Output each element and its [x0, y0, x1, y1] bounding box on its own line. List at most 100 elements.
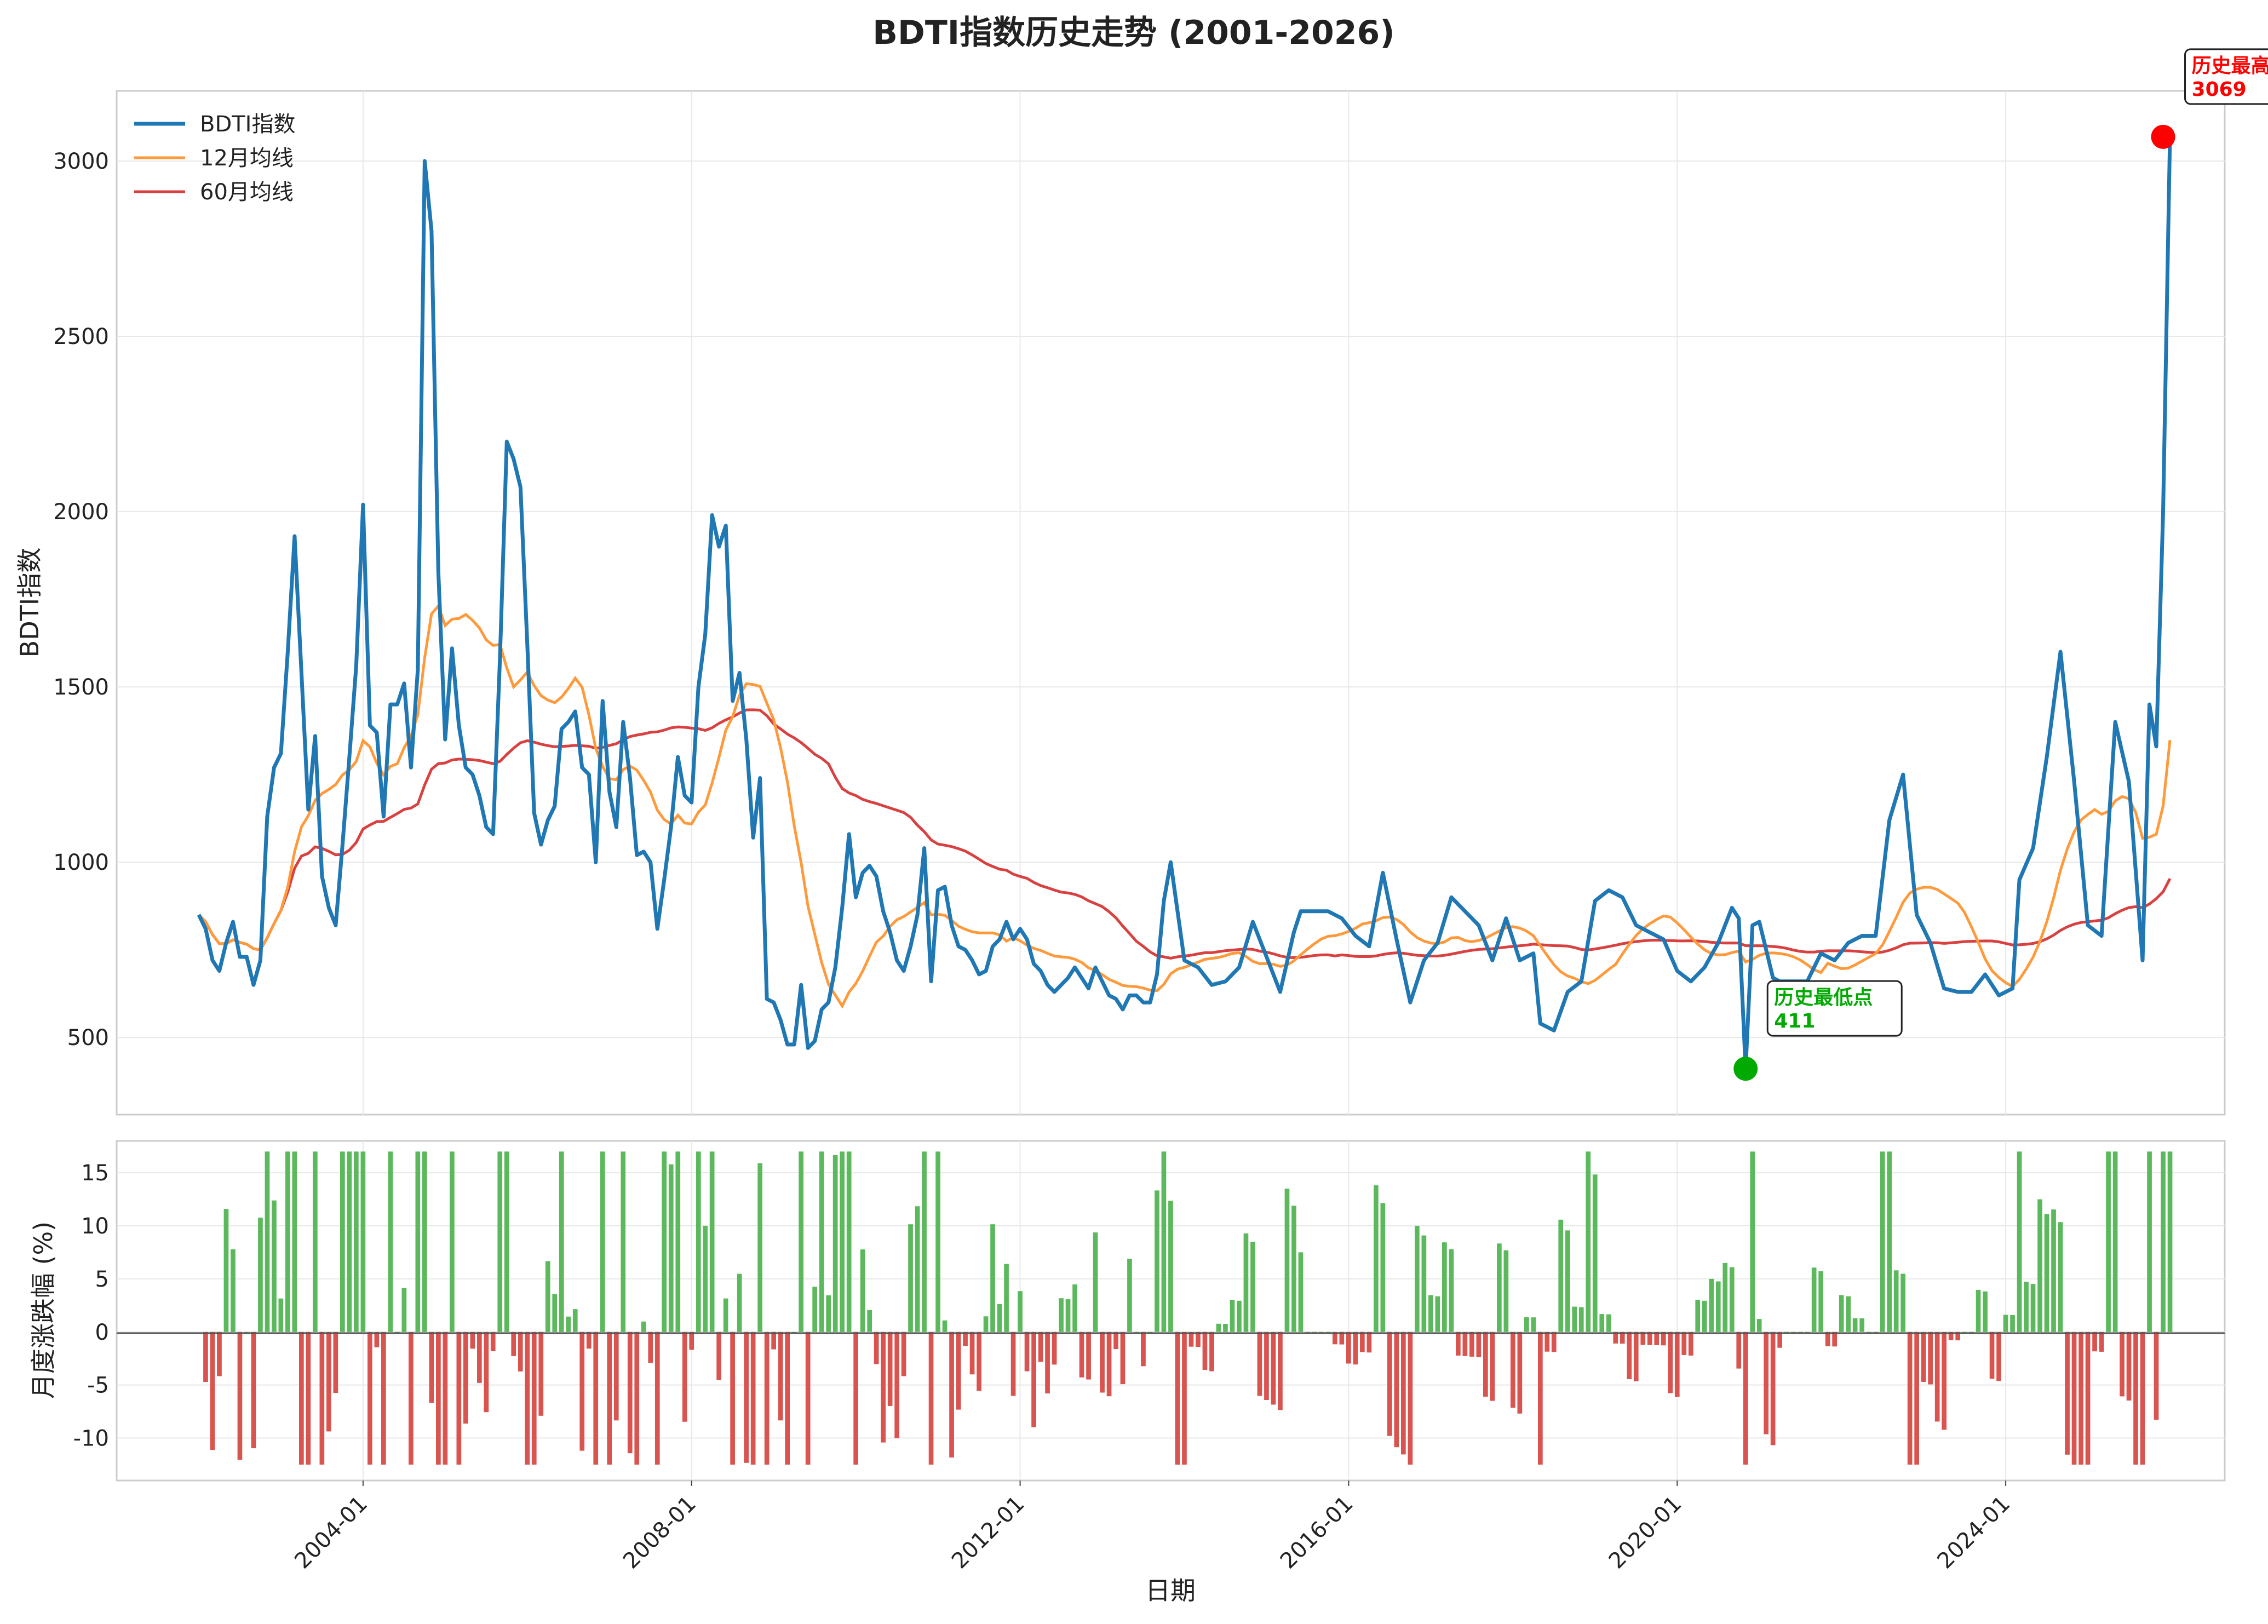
change-bar	[1257, 1332, 1262, 1396]
change-bar	[1900, 1273, 1905, 1332]
change-bar	[1093, 1232, 1098, 1332]
change-bar	[1572, 1306, 1577, 1332]
change-bar	[326, 1332, 331, 1432]
change-bar	[757, 1163, 762, 1332]
y-tick-label: 2000	[53, 500, 109, 525]
change-bar	[2010, 1315, 2015, 1332]
change-bar	[1497, 1243, 1502, 1332]
change-bar	[1374, 1185, 1379, 1332]
change-bar	[258, 1218, 263, 1332]
change-bar	[244, 1332, 249, 1333]
change-bar	[1544, 1332, 1550, 1352]
change-bar	[429, 1332, 434, 1403]
change-bar	[1517, 1332, 1523, 1414]
y-tick-label: 1000	[53, 850, 109, 875]
change-bar	[2078, 1332, 2083, 1465]
change-bar	[1969, 1332, 1974, 1333]
change-bar	[2065, 1332, 2070, 1455]
change-bar	[319, 1332, 325, 1465]
y-tick-label: 2500	[53, 324, 109, 349]
change-bar	[1100, 1332, 1105, 1393]
change-bar	[210, 1332, 215, 1450]
change-bar	[1161, 1151, 1167, 1332]
change-bar	[2092, 1332, 2097, 1352]
change-bar	[1462, 1332, 1468, 1356]
change-bar	[1715, 1281, 1721, 1332]
change-bar	[285, 1151, 290, 1332]
change-bar	[2154, 1332, 2159, 1420]
annotation-value: 3069	[2192, 78, 2247, 101]
change-bar	[2003, 1315, 2008, 1332]
change-bar	[969, 1332, 975, 1375]
change-bar	[278, 1298, 284, 1332]
change-bar	[799, 1151, 803, 1332]
change-bar	[668, 1164, 674, 1332]
change-bar	[1606, 1314, 1611, 1332]
change-bar	[922, 1151, 927, 1332]
change-bar	[1627, 1332, 1632, 1379]
change-bar	[785, 1332, 790, 1465]
change-bar	[1120, 1332, 1126, 1385]
change-bar	[217, 1332, 222, 1376]
change-bar	[1558, 1219, 1564, 1332]
change-bar	[1127, 1259, 1132, 1332]
change-bar	[1805, 1332, 1810, 1333]
change-bar	[525, 1332, 530, 1465]
change-bar	[1155, 1190, 1159, 1332]
change-bar	[1818, 1271, 1823, 1332]
change-bar	[354, 1151, 359, 1332]
change-bar	[826, 1295, 831, 1332]
max-point-marker	[2151, 124, 2175, 149]
change-bar	[1668, 1332, 1673, 1393]
change-bar	[1688, 1332, 1693, 1356]
change-bar	[2120, 1332, 2125, 1397]
change-bar	[1948, 1332, 1954, 1340]
change-bar	[654, 1332, 660, 1465]
change-bar	[1914, 1332, 1919, 1465]
change-bar	[552, 1294, 558, 1332]
change-bar	[1511, 1332, 1515, 1408]
change-bar	[415, 1151, 421, 1332]
change-bar	[1907, 1332, 1913, 1465]
change-bar	[874, 1332, 879, 1364]
change-bar	[586, 1332, 592, 1349]
change-bar	[470, 1332, 475, 1349]
change-bar	[1442, 1242, 1447, 1332]
change-bar	[1756, 1319, 1762, 1332]
y-tick-label: 5	[95, 1267, 109, 1292]
change-bar	[1264, 1332, 1269, 1400]
change-bar	[1394, 1332, 1399, 1448]
change-bar	[1428, 1295, 1433, 1332]
change-bar	[682, 1332, 687, 1422]
change-bar	[607, 1332, 612, 1465]
change-bar	[1366, 1332, 1372, 1353]
change-bar	[292, 1151, 297, 1332]
legend-label: 60月均线	[200, 180, 294, 205]
change-bar	[1620, 1332, 1625, 1344]
y-tick-label: 3000	[53, 149, 109, 174]
y-tick-label: 15	[81, 1161, 109, 1186]
change-bar	[1846, 1296, 1851, 1332]
change-bar	[368, 1332, 372, 1465]
annotation-label: 历史最高点	[2192, 55, 2268, 77]
change-bar	[1859, 1318, 1864, 1332]
change-bar	[1421, 1235, 1427, 1332]
chart-title: BDTI指数历史走势 (2001-2026)	[872, 14, 1394, 52]
change-bar	[1531, 1317, 1536, 1332]
change-bar	[908, 1224, 913, 1332]
change-bar	[1503, 1250, 1509, 1332]
change-bar	[641, 1321, 646, 1332]
change-bar	[463, 1332, 468, 1424]
change-bar	[1010, 1332, 1016, 1396]
change-bar	[1059, 1298, 1064, 1332]
change-bar	[894, 1332, 899, 1438]
change-bar	[1702, 1300, 1707, 1332]
y-tick-label: 0	[95, 1320, 109, 1345]
change-bar	[511, 1332, 516, 1356]
change-bar	[1613, 1332, 1618, 1344]
change-bar	[1319, 1332, 1324, 1333]
min-point-marker	[1733, 1057, 1758, 1081]
change-bar	[662, 1151, 667, 1332]
